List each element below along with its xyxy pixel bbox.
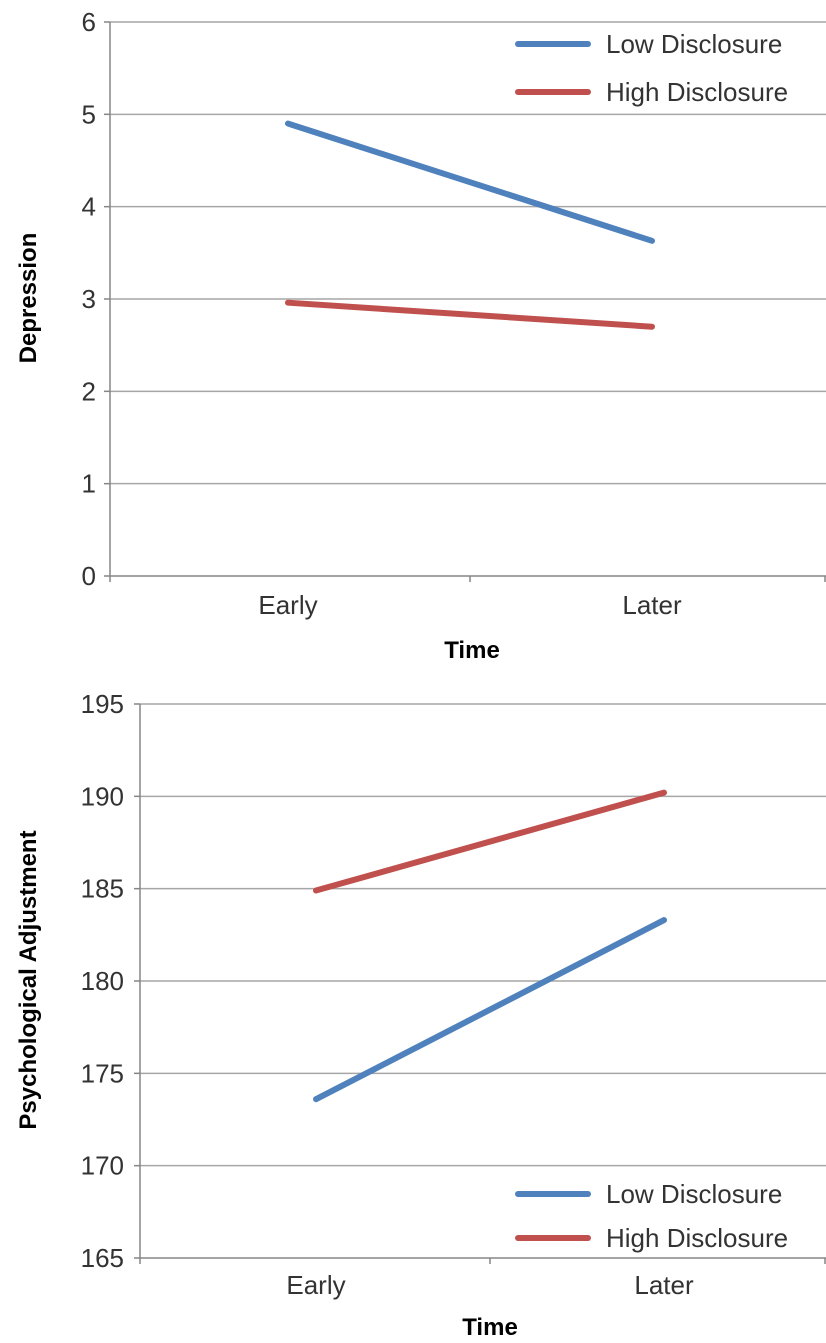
y-tick-label: 170 — [81, 1151, 124, 1181]
series-lines — [285, 120, 655, 330]
gridlines — [110, 21, 826, 485]
legend-label: Low Disclosure — [606, 29, 782, 59]
legend-label: High Disclosure — [606, 1223, 788, 1253]
series-lines — [313, 789, 667, 1103]
y-tick-label: 2 — [82, 376, 96, 406]
y-tick-label: 165 — [81, 1243, 124, 1273]
y-tick-label: 195 — [81, 689, 124, 719]
y-tick-label: 185 — [81, 874, 124, 904]
x-tick-labels: Early Later — [258, 590, 682, 620]
y-tick-label: 1 — [82, 469, 96, 499]
y-axis-title: Depression — [15, 233, 42, 364]
series-line-low-disclosure — [313, 917, 667, 1103]
legend-label: High Disclosure — [606, 77, 788, 107]
legend-label: Low Disclosure — [606, 1179, 782, 1209]
y-tick-labels: 0 1 2 3 4 5 6 — [82, 7, 96, 591]
y-tick-label: 180 — [81, 966, 124, 996]
gridlines — [140, 703, 826, 1167]
psychological-adjustment-chart: 165 170 175 180 185 190 195 Early Later Low Dis… — [15, 689, 826, 1341]
legend: Low Disclosure High Disclosure — [515, 1179, 788, 1253]
axes — [104, 21, 826, 582]
series-line-high-disclosure — [313, 789, 667, 894]
x-axis-title: Time — [444, 637, 500, 664]
x-tick-labels: Early Later — [286, 1270, 694, 1300]
x-tick-label: Early — [286, 1270, 345, 1300]
y-tick-label: 190 — [81, 781, 124, 811]
y-axis-title: Psychological Adjustment — [15, 830, 42, 1129]
series-line-high-disclosure — [285, 299, 655, 330]
y-tick-labels: 165 170 175 180 185 190 195 — [81, 689, 124, 1273]
y-tick-label: 4 — [82, 192, 96, 222]
y-tick-label: 175 — [81, 1058, 124, 1088]
y-tick-label: 6 — [82, 7, 96, 37]
x-tick-label: Later — [622, 590, 682, 620]
x-tick-label: Later — [634, 1270, 694, 1300]
x-axis-title: Time — [462, 1314, 518, 1341]
depression-chart: 0 1 2 3 4 5 6 Early Later Low Disclosure High Di… — [15, 7, 826, 664]
x-tick-label: Early — [258, 590, 317, 620]
y-tick-label: 3 — [82, 284, 96, 314]
y-tick-label: 5 — [82, 99, 96, 129]
y-tick-label: 0 — [82, 561, 96, 591]
legend: Low Disclosure High Disclosure — [515, 29, 788, 107]
series-line-low-disclosure — [285, 120, 655, 244]
axes — [134, 703, 826, 1264]
